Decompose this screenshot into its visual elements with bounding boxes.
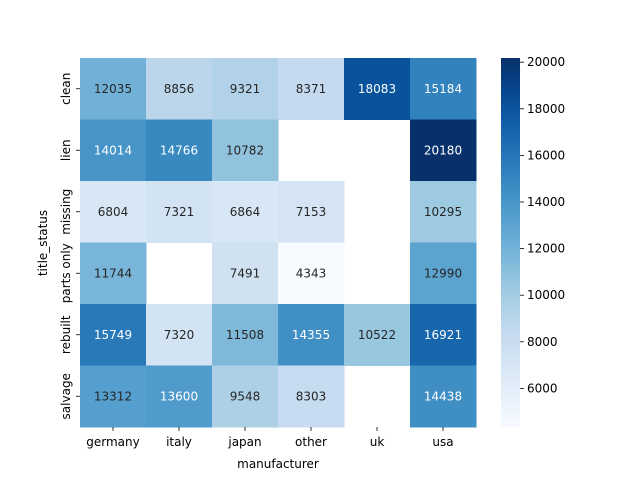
cell-value-label: 7153 [296,205,327,219]
cell-value-label: 4343 [296,266,327,280]
cell-value-label: 15184 [424,82,462,96]
x-axis: germany italy japan other uk usa [86,427,454,449]
heatmap-cell-rebuilt-uk [344,304,411,366]
heatmap-cell-rebuilt-japan [212,304,279,366]
heatmap-cell-clean-japan [212,58,279,120]
colorbar-tick-label: 16000 [527,148,565,162]
cell-value-label: 14014 [94,143,132,157]
cell-value-label: 6804 [98,205,129,219]
cell-value-label: 14766 [160,143,198,157]
x-tick-label: uk [370,435,385,449]
heatmap-cell-missing-japan [212,181,279,243]
colorbar-tick-label: 8000 [527,335,558,349]
y-tick-label: clean [59,73,73,105]
cell-value-label: 12035 [94,82,132,96]
cell-value-label: 16921 [424,328,462,342]
cell-value-label: 11744 [94,266,132,280]
colorbar-tick-label: 10000 [527,288,565,302]
heatmap-cell-salvage-germany [80,365,147,428]
heatmap-cell-salvage-japan [212,365,279,428]
x-tick-label: germany [86,435,139,449]
heatmap-cell-parts-only-japan [212,242,279,305]
heatmap-cell-salvage-italy [146,365,213,428]
heatmap-cell-rebuilt-usa [410,304,477,366]
heatmap-cell-rebuilt-italy [146,304,213,366]
heatmap-cell-clean-uk [344,58,411,120]
cell-value-label: 9321 [230,82,261,96]
heatmap-cell-parts-only-usa [410,242,477,305]
heatmap-cell-salvage-other [278,365,345,428]
x-tick-label: italy [166,435,192,449]
heatmap-cell-lien-italy [146,119,213,182]
heatmap-cells [80,58,477,428]
x-tick-label: usa [432,435,453,449]
cell-value-label: 10522 [358,328,396,342]
cell-value-label: 6864 [230,205,261,219]
cell-value-label: 7491 [230,266,261,280]
heatmap-cell-clean-germany [80,58,147,120]
cell-value-label: 18083 [358,82,396,96]
cell-value-label: 13600 [160,389,198,403]
heatmap-cell-missing-usa [410,181,477,243]
cell-value-label: 11508 [226,328,264,342]
x-axis-label: manufacturer [237,457,319,471]
colorbar-gradient [501,58,520,427]
heatmap-cell-rebuilt-other [278,304,345,366]
heatmap-cell-salvage-usa [410,365,477,428]
y-tick-label: rebuilt [59,315,73,354]
cell-value-label: 15749 [94,328,132,342]
y-tick-label: parts only [59,243,73,303]
cell-value-label: 8856 [164,82,195,96]
cell-value-label: 13312 [94,389,132,403]
x-tick-label: japan [227,435,261,449]
colorbar-tick-label: 6000 [527,381,558,395]
heatmap-cell-missing-other [278,181,345,243]
heatmap-cell-lien-usa [410,119,477,182]
y-axis-label: title_status [36,210,50,276]
cell-value-label: 10782 [226,143,264,157]
colorbar-tick-label: 14000 [527,195,565,209]
y-tick-label: missing [59,189,73,235]
heatmap-cell-clean-other [278,58,345,120]
cell-value-label: 10295 [424,205,462,219]
heatmap-cell-parts-only-germany [80,242,147,305]
cell-value-label: 20180 [424,143,462,157]
cell-value-label: 14438 [424,389,462,403]
heatmap-cell-lien-germany [80,119,147,182]
cell-value-label: 14355 [292,328,330,342]
heatmap-cell-labels: 12035 8856 9321 8371 18083 15184 14014 14766 107… [94,82,462,404]
cell-value-label: 7321 [164,205,195,219]
y-tick-label: salvage [59,373,73,419]
heatmap-cell-lien-japan [212,119,279,182]
colorbar-tick-label: 18000 [527,102,565,116]
x-tick-label: other [295,435,327,449]
heatmap-cell-missing-italy [146,181,213,243]
colorbar: 6000 8000 10000 12000 14000 16000 18000 20000 [501,55,565,427]
colorbar-tick-label: 20000 [527,55,565,69]
cell-value-label: 8303 [296,389,327,403]
y-tick-label: lien [59,139,73,161]
heatmap-cell-missing-germany [80,181,147,243]
heatmap-cell-rebuilt-germany [80,304,147,366]
colorbar-tick-label: 12000 [527,242,565,256]
y-axis: clean lien missing parts only rebuilt salvage [59,73,80,419]
heatmap-cell-clean-usa [410,58,477,120]
heatmap-cell-parts-only-other [278,242,345,305]
cell-value-label: 12990 [424,266,462,280]
heatmap-cell-clean-italy [146,58,213,120]
cell-value-label: 7320 [164,328,195,342]
cell-value-label: 8371 [296,82,327,96]
cell-value-label: 9548 [230,389,261,403]
